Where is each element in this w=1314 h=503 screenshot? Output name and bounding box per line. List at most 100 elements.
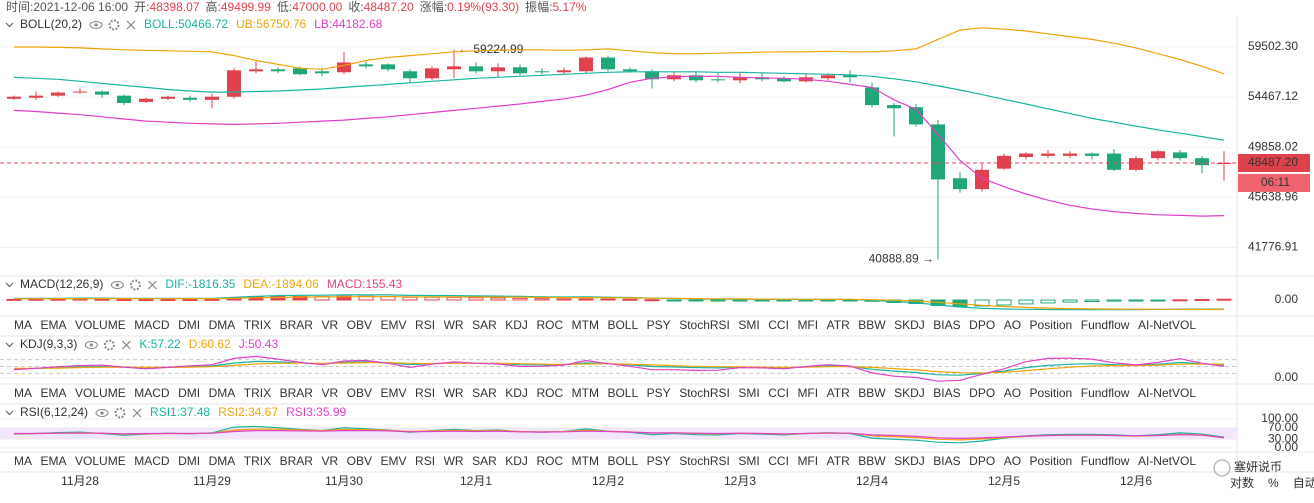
indicator-tab[interactable]: SMI [738, 454, 759, 468]
indicator-tab[interactable]: SAR [472, 454, 497, 468]
indicator-tab[interactable]: CCI [768, 386, 789, 400]
indicator-tab[interactable]: ATR [827, 454, 850, 468]
indicator-tab[interactable]: StochRSI [679, 454, 730, 468]
indicator-tab[interactable]: Position [1030, 454, 1073, 468]
indicator-tab[interactable]: MTM [572, 386, 599, 400]
indicator-tab[interactable]: Position [1030, 318, 1073, 332]
indicator-tab[interactable]: BBW [858, 454, 886, 468]
indicator-tab[interactable]: CCI [768, 318, 789, 332]
indicator-tab[interactable]: DPO [969, 386, 995, 400]
indicator-tab[interactable]: KDJ [505, 386, 528, 400]
indicator-tab[interactable]: OBV [347, 318, 372, 332]
indicator-tab[interactable]: BIAS [933, 386, 960, 400]
scale-button[interactable]: % [1268, 476, 1279, 490]
indicator-tab[interactable]: MA [14, 318, 32, 332]
indicator-tab[interactable]: SKDJ [894, 318, 925, 332]
indicator-tab[interactable]: StochRSI [679, 386, 730, 400]
indicator-tab[interactable]: TRIX [244, 386, 271, 400]
panel-icons[interactable] [84, 339, 131, 351]
indicator-tab[interactable]: SKDJ [894, 386, 925, 400]
indicator-tab[interactable]: VOLUME [75, 318, 126, 332]
indicator-tab[interactable]: Fundflow [1081, 318, 1130, 332]
indicator-tab[interactable]: VR [321, 318, 338, 332]
eye-icon[interactable] [95, 409, 109, 417]
indicator-tab[interactable]: RSI [415, 454, 435, 468]
indicator-tab[interactable]: BIAS [933, 318, 960, 332]
scale-button[interactable]: 自动 [1293, 476, 1314, 490]
panel-icons[interactable] [110, 279, 157, 291]
indicator-tab[interactable]: AI-NetVOL [1138, 386, 1196, 400]
indicator-tab[interactable]: AO [1004, 386, 1021, 400]
settings-icon[interactable] [108, 19, 120, 31]
close-icon[interactable] [132, 408, 142, 418]
settings-icon[interactable] [103, 339, 115, 351]
indicator-tab[interactable]: MACD [134, 386, 170, 400]
indicator-tab[interactable]: WR [444, 318, 464, 332]
indicator-tab[interactable]: ATR [827, 318, 850, 332]
indicator-tab[interactable]: ROC [536, 318, 563, 332]
indicator-tab[interactable]: CCI [768, 454, 789, 468]
indicator-tab[interactable]: BRAR [280, 454, 314, 468]
indicator-tab[interactable]: DMA [209, 318, 236, 332]
indicator-tab[interactable]: BBW [858, 386, 886, 400]
indicator-tab[interactable]: BRAR [280, 386, 314, 400]
indicator-tab[interactable]: VOLUME [75, 386, 126, 400]
collapse-chevron[interactable] [5, 282, 14, 288]
collapse-chevron[interactable] [5, 22, 14, 28]
indicator-tab[interactable]: MTM [572, 454, 599, 468]
indicator-tab[interactable]: WR [444, 454, 464, 468]
indicator-tab[interactable]: DMI [178, 454, 200, 468]
collapse-chevron[interactable] [5, 410, 14, 416]
indicator-tab[interactable]: SAR [472, 318, 497, 332]
indicator-tab[interactable]: SMI [738, 386, 759, 400]
indicator-tab[interactable]: DMA [209, 386, 236, 400]
indicator-tab[interactable]: MA [14, 386, 32, 400]
indicator-tab[interactable]: MA [14, 454, 32, 468]
indicator-tab[interactable]: AI-NetVOL [1138, 454, 1196, 468]
indicator-tab[interactable]: EMA [41, 454, 67, 468]
indicator-tab[interactable]: SMI [738, 318, 759, 332]
panel-icons[interactable] [95, 407, 142, 419]
indicator-tab[interactable]: StochRSI [679, 318, 730, 332]
indicator-tab[interactable]: EMA [41, 318, 67, 332]
indicator-tab[interactable]: PSY [647, 454, 671, 468]
indicator-tab[interactable]: EMV [381, 386, 407, 400]
indicator-tab[interactable]: TRIX [244, 318, 271, 332]
indicator-tab[interactable]: MACD [134, 454, 170, 468]
indicator-tab[interactable]: EMV [381, 318, 407, 332]
eye-icon[interactable] [84, 341, 98, 349]
indicator-tab[interactable]: EMA [41, 386, 67, 400]
indicator-tab[interactable]: DPO [969, 454, 995, 468]
indicator-tab[interactable]: BOLL [607, 318, 638, 332]
indicator-tab[interactable]: BRAR [280, 318, 314, 332]
indicator-tab[interactable]: MFI [797, 386, 818, 400]
indicator-tab[interactable]: KDJ [505, 454, 528, 468]
indicator-tab[interactable]: MACD [134, 318, 170, 332]
indicator-tab[interactable]: ROC [536, 454, 563, 468]
close-icon[interactable] [126, 20, 136, 30]
eye-icon[interactable] [110, 281, 124, 289]
indicator-tab[interactable]: Fundflow [1081, 386, 1130, 400]
indicator-tab[interactable]: Position [1030, 386, 1073, 400]
indicator-tab[interactable]: RSI [415, 386, 435, 400]
indicator-tab[interactable]: AI-NetVOL [1138, 318, 1196, 332]
indicator-tab[interactable]: VOLUME [75, 454, 126, 468]
indicator-tab[interactable]: BIAS [933, 454, 960, 468]
indicator-tab[interactable]: MFI [797, 318, 818, 332]
close-icon[interactable] [121, 340, 131, 350]
close-icon[interactable] [147, 280, 157, 290]
indicator-tab[interactable]: DPO [969, 318, 995, 332]
indicator-tab[interactable]: VR [321, 454, 338, 468]
indicator-tab[interactable]: OBV [347, 386, 372, 400]
indicator-tab[interactable]: TRIX [244, 454, 271, 468]
indicator-tab[interactable]: ROC [536, 386, 563, 400]
scale-button[interactable]: 对数 [1230, 475, 1254, 490]
indicator-tab[interactable]: PSY [647, 318, 671, 332]
indicator-tab[interactable]: WR [444, 386, 464, 400]
indicator-tab[interactable]: RSI [415, 318, 435, 332]
indicator-tab[interactable]: SAR [472, 386, 497, 400]
settings-icon[interactable] [114, 407, 126, 419]
indicator-tab[interactable]: OBV [347, 454, 372, 468]
indicator-tab[interactable]: Fundflow [1081, 454, 1130, 468]
indicator-tab[interactable]: PSY [647, 386, 671, 400]
